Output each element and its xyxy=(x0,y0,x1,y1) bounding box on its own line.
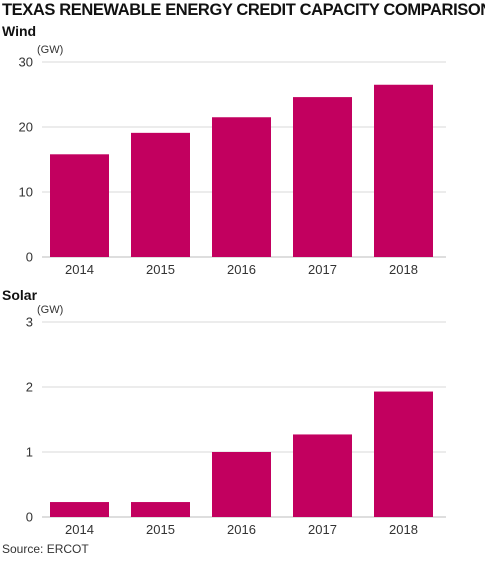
solar-panel-title: Solar xyxy=(2,287,38,303)
solar-x-tick-label: 2018 xyxy=(389,522,418,537)
solar-y-tick-label: 1 xyxy=(26,445,33,460)
wind-x-tick-label: 2017 xyxy=(308,262,337,277)
solar-bar-2018 xyxy=(374,391,433,517)
solar-x-tick-label: 2016 xyxy=(227,522,256,537)
solar-y-tick-label: 0 xyxy=(26,510,33,525)
solar-y-tick-label: 2 xyxy=(26,380,33,395)
wind-y-tick-label: 20 xyxy=(19,120,33,135)
main-title: TEXAS RENEWABLE ENERGY CREDIT CAPACITY C… xyxy=(2,1,485,19)
source-note: Source: ERCOT xyxy=(2,542,89,556)
solar-bar-2014 xyxy=(50,502,109,517)
wind-y-axis-unit: (GW) xyxy=(37,44,63,56)
wind-panel-title: Wind xyxy=(2,23,37,39)
solar-x-tick-label: 2017 xyxy=(308,522,337,537)
wind-y-tick-label: 30 xyxy=(19,55,33,70)
wind-bar-2015 xyxy=(131,132,190,257)
solar-y-tick-label: 3 xyxy=(26,315,33,330)
wind-bar-2016 xyxy=(212,117,271,257)
wind-bar-2014 xyxy=(50,154,109,257)
solar-bar-2017 xyxy=(293,434,352,517)
solar-bar-2015 xyxy=(131,502,190,517)
wind-x-tick-label: 2016 xyxy=(227,262,256,277)
solar-x-tick-label: 2015 xyxy=(146,522,175,537)
wind-bar-2018 xyxy=(374,84,433,257)
solar-chart: 0 1 2 3 (GW) 2014 2015 2016 2017 2018 xyxy=(26,304,446,537)
solar-x-tick-label: 2014 xyxy=(65,522,94,537)
wind-x-tick-label: 2018 xyxy=(389,262,418,277)
wind-y-tick-label: 0 xyxy=(26,250,33,265)
solar-y-axis-unit: (GW) xyxy=(37,304,63,316)
wind-chart: 0 10 20 30 (GW) 2014 2015 2016 2017 2018 xyxy=(19,44,446,277)
wind-x-tick-label: 2015 xyxy=(146,262,175,277)
wind-y-tick-label: 10 xyxy=(19,185,33,200)
solar-bar-2016 xyxy=(212,452,271,517)
wind-bar-2017 xyxy=(293,97,352,257)
wind-x-tick-label: 2014 xyxy=(65,262,94,277)
